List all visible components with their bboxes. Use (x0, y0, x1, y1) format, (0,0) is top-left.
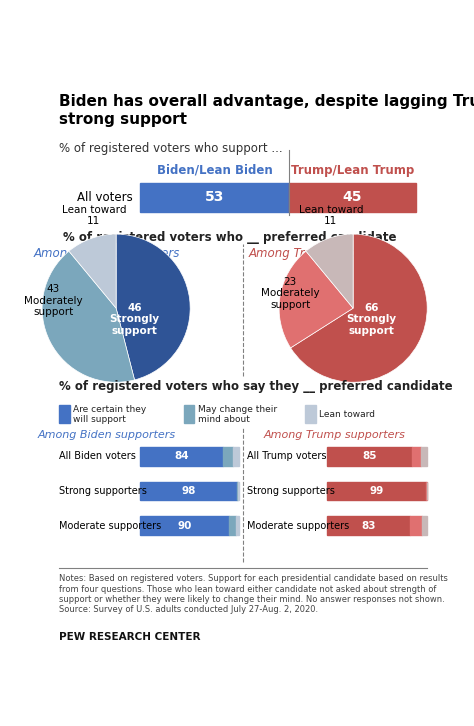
Text: Trump/Lean Trump: Trump/Lean Trump (291, 164, 414, 177)
Text: Moderate supporters: Moderate supporters (59, 521, 162, 531)
Text: Lean toward: Lean toward (319, 410, 375, 419)
Text: Among Biden supporters: Among Biden supporters (34, 247, 180, 260)
Text: Strong supporters: Strong supporters (246, 486, 335, 496)
Text: Moderate supporters: Moderate supporters (246, 521, 349, 531)
Text: Biden has overall advantage, despite lagging Trump in
strong support: Biden has overall advantage, despite lag… (59, 94, 474, 127)
Text: All Biden voters: All Biden voters (59, 452, 136, 461)
Bar (236, 516, 239, 535)
Text: % of registered voters who support ...: % of registered voters who support ... (59, 142, 283, 155)
Wedge shape (291, 234, 427, 382)
Bar (410, 516, 422, 535)
Text: Notes: Based on registered voters. Support for each presidential candidate based: Notes: Based on registered voters. Suppo… (59, 574, 448, 614)
Text: May change their
mind about: May change their mind about (198, 404, 277, 424)
Text: 23
Moderately
support: 23 Moderately support (261, 277, 319, 310)
Text: Lean toward
11: Lean toward 11 (299, 205, 363, 227)
Text: 43
Moderately
support: 43 Moderately support (24, 284, 82, 317)
Bar (305, 405, 316, 423)
Text: 85: 85 (362, 452, 377, 461)
Text: Lean toward
11: Lean toward 11 (62, 205, 126, 227)
Bar (238, 481, 239, 500)
Text: All Trump voters: All Trump voters (246, 452, 326, 461)
Text: 45: 45 (343, 190, 362, 204)
Text: Strong supporters: Strong supporters (59, 486, 147, 496)
Bar (229, 516, 236, 535)
Text: 66
Strongly
support: 66 Strongly support (346, 303, 397, 336)
Text: 98: 98 (182, 486, 196, 496)
Bar (223, 447, 233, 465)
Bar (426, 481, 427, 500)
Text: % of registered voters who __ preferred candidate: % of registered voters who __ preferred … (63, 231, 396, 244)
Bar (184, 405, 194, 423)
Bar (237, 481, 238, 500)
Text: 84: 84 (174, 452, 189, 461)
Wedge shape (69, 234, 116, 308)
Text: Among Trump supporters: Among Trump supporters (264, 430, 406, 440)
Bar (59, 405, 70, 423)
Text: 46
Strongly
support: 46 Strongly support (109, 303, 160, 336)
Bar (422, 516, 427, 535)
Text: Among Biden supporters: Among Biden supporters (38, 430, 176, 440)
Bar (233, 447, 239, 465)
Text: PEW RESEARCH CENTER: PEW RESEARCH CENTER (59, 632, 201, 642)
Text: % of registered voters who say they __ preferred candidate: % of registered voters who say they __ p… (59, 380, 453, 393)
Bar (420, 447, 427, 465)
Wedge shape (279, 251, 353, 348)
Text: 53: 53 (205, 190, 224, 204)
Text: All voters: All voters (77, 191, 133, 204)
Bar (412, 447, 420, 465)
Text: Are certain they
will support: Are certain they will support (73, 404, 146, 424)
Wedge shape (116, 234, 190, 380)
Text: 83: 83 (361, 521, 376, 531)
Wedge shape (42, 251, 135, 382)
Text: Among Trump supporters: Among Trump supporters (248, 247, 399, 260)
Wedge shape (306, 234, 353, 308)
Text: 90: 90 (177, 521, 192, 531)
Text: Biden/Lean Biden: Biden/Lean Biden (157, 164, 273, 177)
Text: 99: 99 (369, 486, 383, 496)
